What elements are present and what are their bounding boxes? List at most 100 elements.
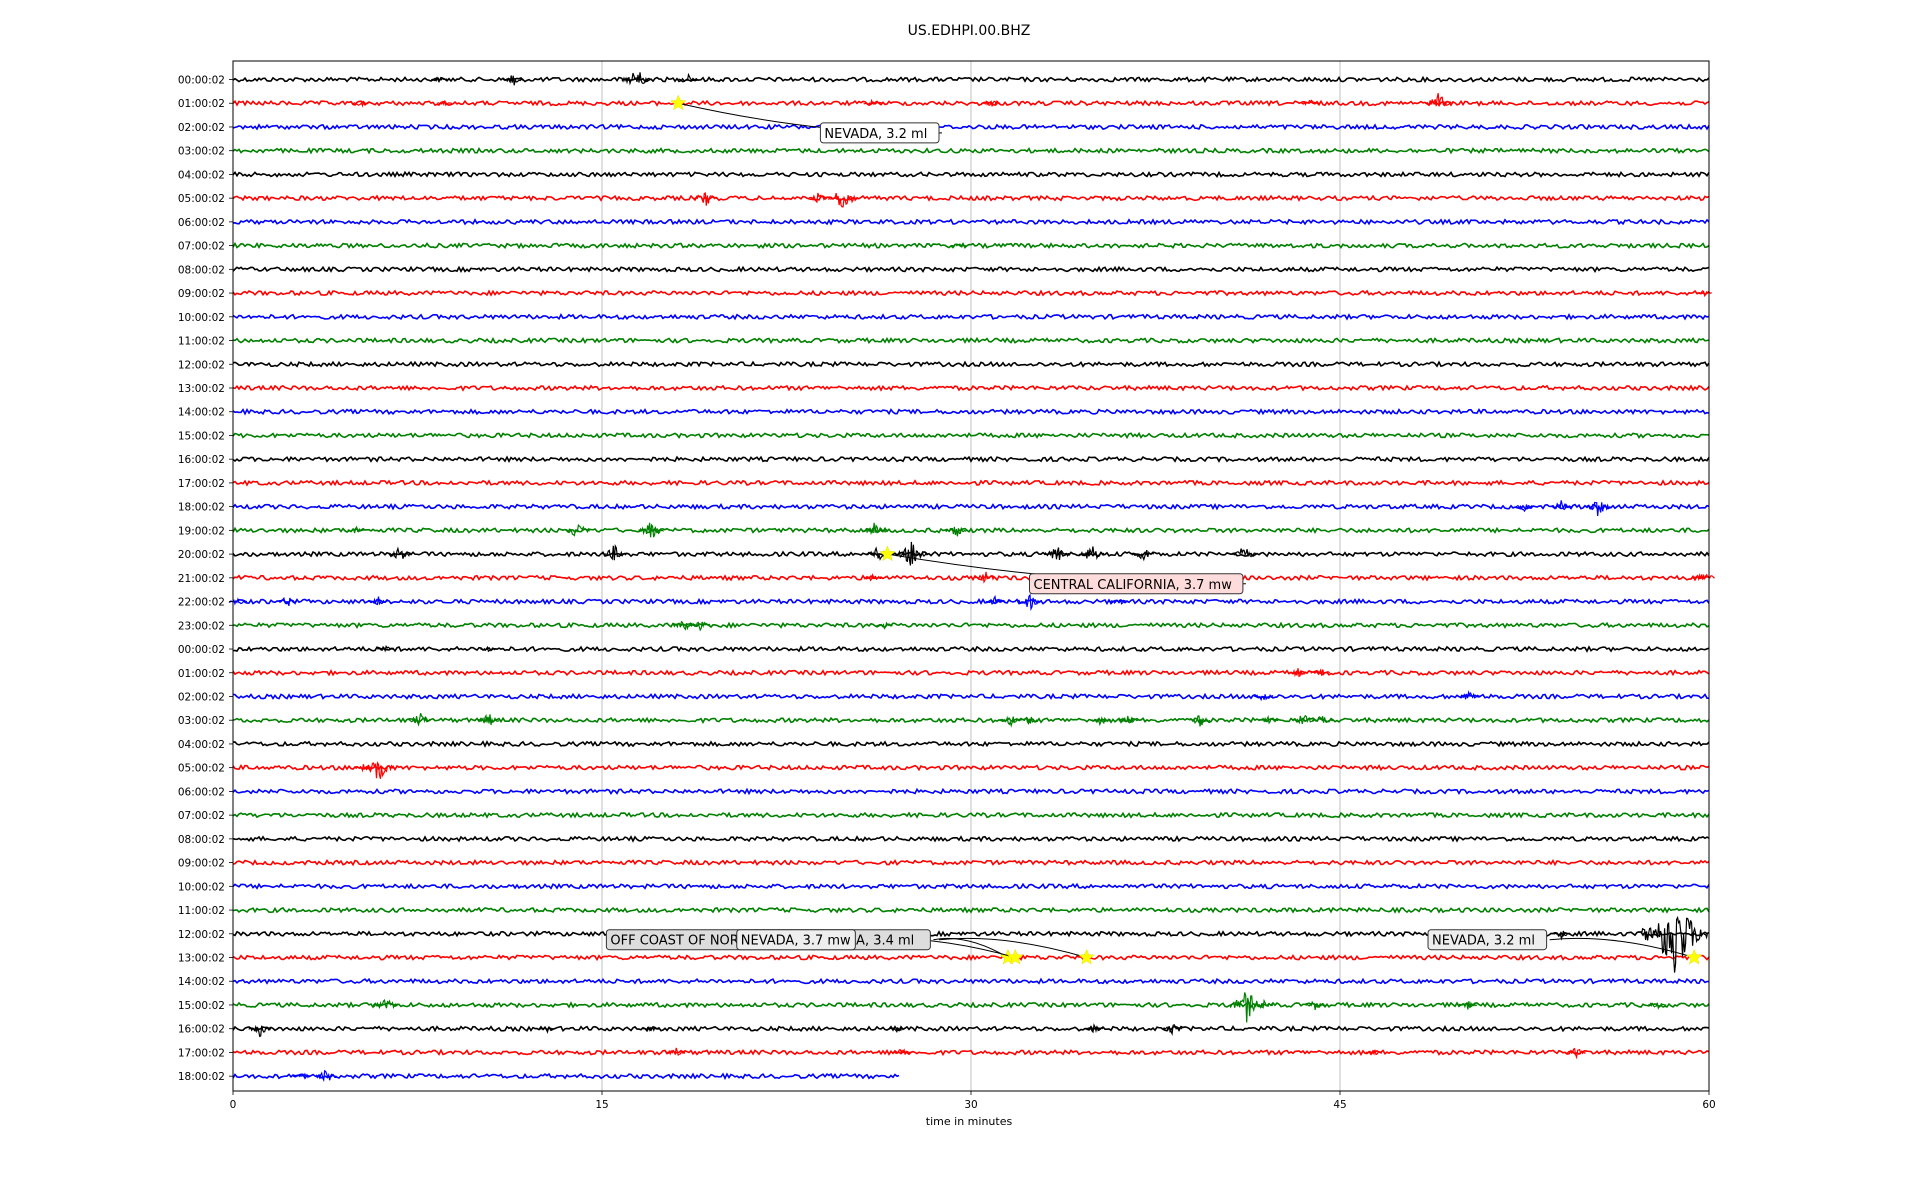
burst-41 bbox=[689, 621, 711, 632]
trace-row-20 bbox=[232, 550, 1710, 558]
y-tick-label-15: 15:00:02 bbox=[178, 430, 225, 442]
y-tick-label-2: 02:00:02 bbox=[178, 122, 225, 134]
x-tick-label-2: 30 bbox=[964, 1099, 977, 1111]
burst-16 bbox=[1551, 500, 1572, 511]
trace-row-7 bbox=[232, 241, 1710, 250]
burst-39 bbox=[1109, 599, 1128, 605]
event-label-3: NEVADA, 3.7 mw bbox=[736, 929, 856, 951]
y-tick-label-1: 01:00:02 bbox=[178, 98, 225, 110]
y-tick-label-0: 00:00:02 bbox=[178, 75, 225, 87]
y-tick-label-19: 19:00:02 bbox=[178, 525, 225, 537]
trace-row-33 bbox=[232, 858, 1710, 867]
burst-51 bbox=[1000, 715, 1021, 728]
trace-row-25 bbox=[232, 668, 1710, 677]
trace-row-30 bbox=[232, 787, 1710, 796]
burst-2 bbox=[621, 72, 651, 86]
burst-66 bbox=[1304, 1000, 1326, 1010]
burst-29 bbox=[1131, 549, 1155, 562]
y-tick-label-3: 03:00:02 bbox=[178, 146, 225, 158]
burst-21 bbox=[862, 522, 888, 536]
burst-15 bbox=[1515, 504, 1534, 513]
trace-row-19 bbox=[232, 526, 1710, 535]
event-star-4 bbox=[1078, 948, 1095, 965]
burst-23 bbox=[388, 546, 412, 559]
trace-row-17 bbox=[232, 479, 1710, 487]
y-tick-label-6: 06:00:02 bbox=[178, 217, 225, 229]
trace-row-16 bbox=[232, 455, 1710, 464]
burst-6 bbox=[863, 98, 882, 106]
burst-32 bbox=[974, 571, 997, 584]
burst-50 bbox=[477, 713, 500, 726]
y-tick-label-5: 05:00:02 bbox=[178, 193, 225, 205]
trace-row-3 bbox=[232, 147, 1710, 155]
burst-3 bbox=[678, 72, 698, 83]
burst-68 bbox=[1648, 1002, 1667, 1011]
burst-4 bbox=[352, 100, 369, 108]
event-labels: NEVADA, 3.2 ml CENTRAL CALIFORNIA, 3.7 mw… bbox=[605, 122, 1548, 951]
burst-42 bbox=[876, 621, 893, 630]
y-tick-label-42: 18:00:02 bbox=[178, 1071, 225, 1083]
burst-80 bbox=[315, 1069, 337, 1083]
event-label-5: NEVADA, 3.2 ml bbox=[1427, 929, 1548, 951]
event-label-text-1: CENTRAL CALIFORNIA, 3.7 mw bbox=[1034, 578, 1233, 593]
trace-row-6 bbox=[232, 218, 1710, 226]
y-tick-label-23: 23:00:02 bbox=[178, 620, 225, 632]
event-label-0: NEVADA, 3.2 ml bbox=[819, 122, 940, 144]
y-tick-label-21: 21:00:02 bbox=[178, 573, 225, 585]
event-label-box-1 bbox=[1029, 573, 1244, 595]
y-tick-label-9: 09:00:02 bbox=[178, 288, 225, 300]
burst-38 bbox=[1017, 593, 1043, 612]
burst-78 bbox=[1566, 1047, 1586, 1060]
trace-row-31 bbox=[232, 811, 1710, 819]
burst-8 bbox=[1301, 99, 1320, 106]
burst-26 bbox=[896, 541, 928, 566]
trace-row-40 bbox=[232, 1024, 1710, 1033]
burst-1 bbox=[502, 75, 524, 86]
burst-65 bbox=[1253, 998, 1274, 1009]
burst-10 bbox=[693, 192, 718, 206]
seismic-traces bbox=[232, 75, 1710, 1081]
event-label-text-5: NEVADA, 3.2 ml bbox=[1432, 934, 1535, 949]
y-tick-label-20: 20:00:02 bbox=[178, 549, 225, 561]
y-tick-label-30: 06:00:02 bbox=[178, 786, 225, 798]
y-tick-label-13: 13:00:02 bbox=[178, 383, 225, 395]
trace-row-34 bbox=[232, 882, 1710, 890]
trace-row-22 bbox=[232, 597, 1710, 606]
y-tick-label-33: 09:00:02 bbox=[178, 858, 225, 870]
burst-30 bbox=[1231, 548, 1257, 558]
burst-52 bbox=[1020, 716, 1040, 726]
burst-53 bbox=[1091, 715, 1112, 727]
burst-72 bbox=[888, 1026, 905, 1033]
trace-row-32 bbox=[232, 835, 1710, 843]
burst-37 bbox=[985, 594, 1006, 605]
event-star-1 bbox=[879, 545, 896, 562]
event-star-0 bbox=[670, 94, 687, 111]
trace-row-29 bbox=[232, 763, 1710, 772]
burst-74 bbox=[1162, 1023, 1183, 1037]
y-tick-label-39: 15:00:02 bbox=[178, 1000, 225, 1012]
burst-17 bbox=[1585, 501, 1611, 517]
trace-row-15 bbox=[232, 431, 1710, 440]
burst-55 bbox=[1188, 715, 1211, 727]
trace-row-42 bbox=[232, 1072, 900, 1081]
burst-27 bbox=[1043, 547, 1070, 561]
trace-row-10 bbox=[232, 313, 1710, 321]
burst-56 bbox=[1259, 714, 1279, 725]
burst-13 bbox=[950, 243, 967, 248]
burst-45 bbox=[1287, 668, 1309, 678]
y-tick-label-35: 11:00:02 bbox=[178, 905, 225, 917]
x-tick-labels: 0 15 30 45 60 bbox=[230, 1091, 1716, 1111]
burst-48 bbox=[1459, 690, 1481, 700]
burst-31 bbox=[863, 573, 882, 582]
burst-60 bbox=[362, 760, 394, 780]
burst-28 bbox=[1078, 546, 1105, 561]
trace-row-26 bbox=[232, 692, 1710, 700]
event-label-box-5 bbox=[1427, 929, 1548, 951]
y-tick-label-34: 10:00:02 bbox=[178, 881, 225, 893]
burst-18 bbox=[347, 525, 364, 534]
y-tick-label-27: 03:00:02 bbox=[178, 715, 225, 727]
y-tick-label-12: 12:00:02 bbox=[178, 359, 225, 371]
burst-44 bbox=[480, 645, 497, 653]
trace-row-41 bbox=[232, 1048, 1710, 1057]
